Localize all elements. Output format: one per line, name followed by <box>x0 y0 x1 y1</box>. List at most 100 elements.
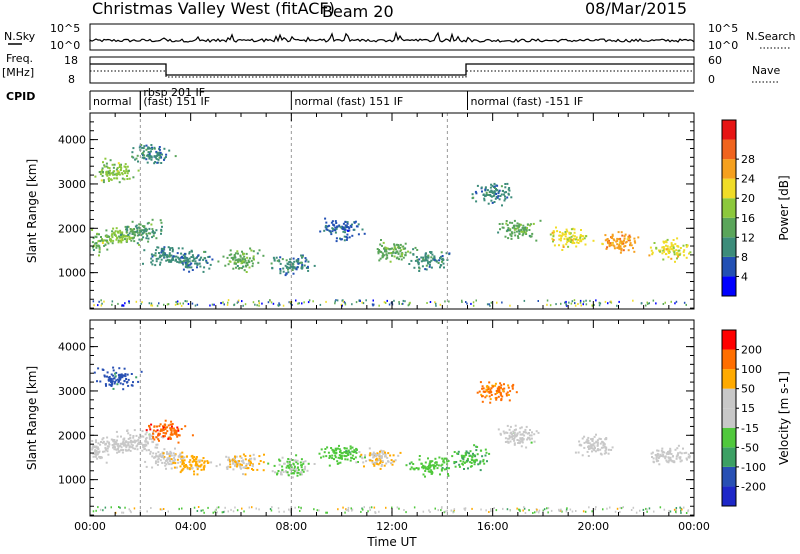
scatter-cell <box>363 465 365 468</box>
y-tick-label: 2000 <box>58 429 86 442</box>
scatter-cell <box>490 183 493 186</box>
scatter-cell <box>336 462 339 465</box>
scatter-cell <box>517 442 520 444</box>
scatter-cell <box>125 168 128 171</box>
scatter-cell <box>150 423 153 426</box>
scatter-cell <box>521 437 524 439</box>
scatter-cell <box>581 454 584 457</box>
scatter-cell <box>179 457 182 460</box>
scatter-cell <box>122 383 125 386</box>
scatter-cell <box>393 246 396 249</box>
scatter-cell <box>162 248 165 251</box>
scatter-cell <box>247 459 250 462</box>
scatter-cell <box>676 257 678 260</box>
scatter-cell <box>670 245 673 248</box>
scatter-cell <box>112 173 115 176</box>
scatter-cell <box>666 460 669 463</box>
scatter-cell <box>245 252 248 255</box>
scatter-cell <box>412 248 415 251</box>
scatter-cell <box>601 243 604 246</box>
scatter-cell <box>101 242 104 244</box>
scatter-cell <box>339 461 342 464</box>
scatter-cell <box>353 450 356 453</box>
scatter-cell <box>332 450 335 453</box>
scatter-cell <box>155 443 158 446</box>
scatter-cell <box>633 237 636 240</box>
scatter-cell <box>677 452 680 455</box>
scatter-cell <box>178 257 181 260</box>
scatter-cell <box>170 260 173 263</box>
scatter-cell <box>487 386 490 389</box>
scatter-cell <box>109 172 112 175</box>
scatter-cell <box>224 264 227 267</box>
colorbar-label: Velocity [m s-1] <box>777 371 791 465</box>
scatter-cell <box>574 451 577 454</box>
x-tick-label: 16:00 <box>477 520 509 533</box>
ground-scatter-cell <box>341 304 343 307</box>
scatter-cell <box>519 223 522 226</box>
scatter-cell <box>148 424 150 427</box>
scatter-cell <box>112 171 114 174</box>
scatter-cell <box>505 431 508 434</box>
scatter-cell <box>416 258 419 261</box>
scatter-cell <box>119 229 122 232</box>
ground-scatter-cell <box>303 301 305 304</box>
scatter-cell <box>253 258 255 261</box>
ground-scatter-cell <box>223 510 226 513</box>
ground-scatter-cell <box>236 509 239 512</box>
ground-scatter-cell <box>367 510 369 513</box>
scatter-cell <box>305 258 308 261</box>
scatter-cell <box>620 249 623 252</box>
scatter-cell <box>602 446 605 449</box>
scatter-cell <box>478 390 481 393</box>
scatter-cell <box>675 249 678 252</box>
scatter-cell <box>648 254 651 257</box>
scatter-cell <box>165 467 167 470</box>
scatter-cell <box>409 468 412 471</box>
scatter-cell <box>515 435 518 438</box>
scatter-cell <box>378 259 381 262</box>
ground-scatter-cell <box>342 300 345 303</box>
scatter-cell <box>228 254 231 257</box>
scatter-cell <box>330 447 333 449</box>
ground-scatter-cell <box>179 302 181 305</box>
ground-scatter-cell <box>100 304 103 307</box>
scatter-cell <box>239 465 242 468</box>
scatter-cell <box>369 459 372 462</box>
scatter-cell <box>627 249 630 252</box>
scatter-cell <box>429 461 432 464</box>
scatter-cell <box>508 187 511 189</box>
scatter-cell <box>102 437 105 440</box>
ground-scatter-cell <box>607 302 609 305</box>
scatter-cell <box>296 266 299 269</box>
x-tick-label: 00:00 <box>678 520 710 533</box>
scatter-cell <box>101 238 103 241</box>
scatter-cell <box>377 454 380 457</box>
scatter-cell <box>463 468 465 470</box>
ground-scatter-cell <box>102 509 104 512</box>
scatter-cell <box>376 248 379 250</box>
scatter-cell <box>604 438 607 441</box>
scatter-cell <box>360 453 363 456</box>
scatter-cell <box>298 262 301 265</box>
ground-scatter-cell <box>439 303 442 306</box>
scatter-cell <box>662 246 665 248</box>
scatter-cell <box>375 454 377 457</box>
scatter-cell <box>341 227 344 230</box>
scatter-cell <box>616 239 619 242</box>
ground-scatter-cell <box>378 510 380 513</box>
scatter-cell <box>665 248 668 251</box>
scatter-cell <box>153 146 156 149</box>
scatter-cell <box>100 456 103 459</box>
scatter-cell <box>110 373 113 376</box>
scatter-cell <box>522 224 525 227</box>
scatter-cell <box>92 249 95 251</box>
scatter-cell <box>180 428 183 430</box>
ground-scatter-cell <box>256 304 258 307</box>
scatter-cell <box>138 238 141 241</box>
ground-scatter-cell <box>579 301 582 304</box>
scatter-cell <box>384 250 387 252</box>
scatter-cell <box>591 440 594 442</box>
scatter-cell <box>127 437 130 440</box>
scatter-cell <box>391 254 394 257</box>
